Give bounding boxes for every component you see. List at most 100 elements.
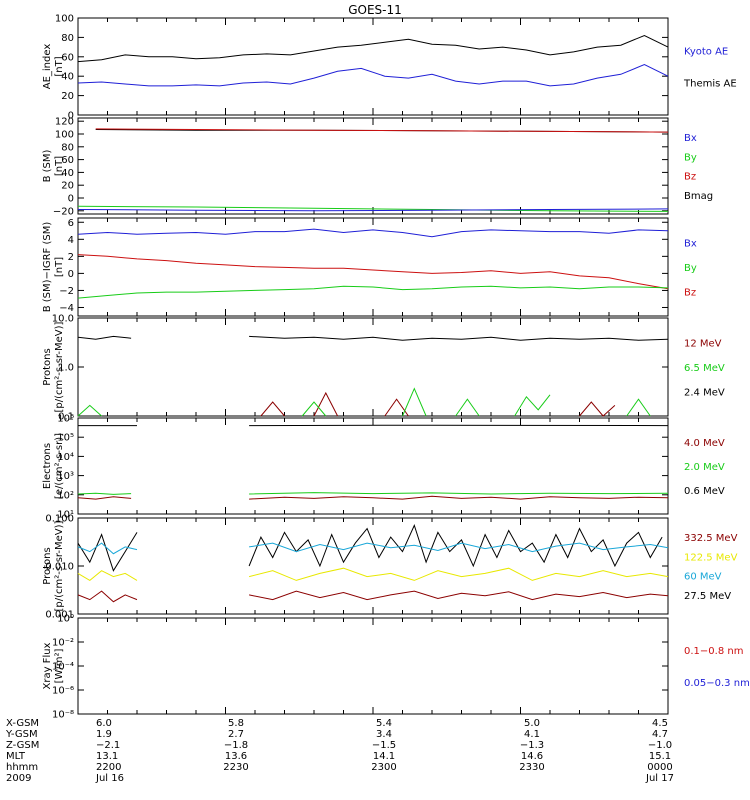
footer-cell: 3.4	[376, 729, 392, 740]
panel-5: 10¹ 10² 10³ 10⁴ 10⁵ 10⁶ Electrons [e/(cm²-s-sr)…	[42, 414, 725, 521]
series-line-6-5-mev	[626, 398, 651, 417]
y-tick-label: 10.0	[52, 314, 74, 325]
legend-entry: 6.5 MeV	[684, 363, 725, 374]
y-axis-label: B (SM)−IGRF (SM)	[42, 222, 53, 313]
y-tick-label: 10⁶	[57, 414, 74, 425]
footer-cell: 13.1	[96, 751, 118, 762]
footer-cell: 1.9	[96, 729, 112, 740]
y-tick-label: 10⁻⁴	[52, 662, 74, 673]
y-tick-label: 0.1	[58, 412, 74, 423]
footer-cell: 2200	[96, 762, 121, 773]
footer-cell: Jul 17	[645, 773, 674, 784]
footer-cell: 4.1	[524, 729, 540, 740]
y-axis-label: AE_index	[42, 44, 53, 90]
legend-entry: 60 MeV	[684, 572, 722, 583]
series-line-60-mev	[249, 542, 669, 553]
legend-entry: By	[684, 152, 697, 163]
panel-frame	[77, 517, 669, 615]
legend-entry: 0.6 MeV	[684, 486, 725, 497]
series-line-60-mev	[77, 542, 138, 555]
footer-cell: 6.0	[96, 718, 112, 729]
y-tick-label: 80	[61, 142, 74, 153]
panel-4: 0.1 1.0 10.0 Protons [p/(cm²-s-sr-MeV)] 12 Me…	[42, 314, 725, 423]
footer-row-label: Z-GSM	[6, 740, 39, 751]
series-line-6-5-mev	[402, 387, 427, 417]
panel-frame	[77, 317, 669, 417]
y-tick-label: 4	[68, 235, 74, 246]
footer-cell: 2330	[519, 762, 544, 773]
panel-7: 10⁻⁸ 10⁻⁶ 10⁻⁴ 10⁻² 10⁰ Xray Flux [W/m²] 0.1−0.…	[42, 614, 750, 721]
legend-entry: Bz	[684, 288, 696, 299]
y-tick-label: 10⁵	[57, 433, 74, 444]
footer-cell: 14.6	[521, 751, 543, 762]
legend-entry: Kyoto AE	[684, 46, 728, 57]
footer-row-label: 2009	[6, 773, 31, 784]
panel-frame	[77, 417, 669, 515]
y-axis-label: Electrons	[42, 443, 53, 489]
series-line-122-5-mev	[248, 567, 669, 581]
y-axis-label: [e/(cm²-s-sr)]	[54, 433, 65, 499]
series-line-27-5-mev	[248, 524, 663, 568]
series-line-2-4-mev	[249, 335, 669, 341]
legend-entry: Bx	[684, 239, 697, 250]
footer-cell: 5.4	[376, 718, 392, 729]
footer-cell: 14.1	[373, 751, 395, 762]
series-line-6-5-mev	[301, 401, 327, 417]
y-tick-label: 10⁰	[57, 614, 74, 625]
legend-entry: Themis AE	[683, 79, 737, 90]
legend-entry: 2.4 MeV	[684, 388, 725, 399]
y-axis-label: [p/(cm²-s-sr-MeV)]	[54, 321, 65, 412]
footer-row-label: Y-GSM	[5, 729, 38, 740]
series-line-by	[77, 285, 669, 299]
footer-cell: 4.7	[652, 729, 668, 740]
y-tick-label: 10⁻⁶	[52, 686, 74, 697]
legend-entry: 0.05−0.3 nm	[684, 678, 750, 689]
y-tick-label: −2	[59, 286, 74, 297]
footer-table: X-GSM 6.0 5.8 5.4 5.0 4.5 Y-GSM 1.9 2.7 3.4 4.1 4.7…	[5, 718, 674, 784]
y-tick-label: 0.001	[45, 610, 74, 621]
legend-entry: Bx	[684, 133, 697, 144]
footer-cell: Jul 16	[95, 773, 124, 784]
y-axis-label: [nT]	[54, 257, 65, 277]
legend-entry: 332.5 MeV	[684, 533, 738, 544]
y-axis-label: B (SM)	[42, 149, 53, 182]
series-line-332-5-mev	[77, 590, 138, 603]
y-tick-label: 10³	[57, 471, 74, 482]
series-line-kyoto-ae	[77, 34, 669, 63]
series-line-4-0-mev	[249, 495, 669, 500]
y-tick-label: 20	[61, 181, 74, 192]
footer-cell: 5.0	[524, 718, 540, 729]
y-tick-label: 10⁻²	[52, 638, 74, 649]
y-tick-label: 0.010	[45, 562, 74, 573]
series-line-2-4-mev	[77, 335, 132, 340]
legend-entry: 2.0 MeV	[684, 462, 725, 473]
footer-cell: −1.0	[648, 740, 672, 751]
series-line-bz	[77, 254, 669, 290]
legend-entry: Bmag	[684, 191, 713, 202]
panel-6: 0.001 0.010 0.100 Protons [p/(cm²-s-sr-MeV)]…	[42, 514, 738, 621]
footer-row-label: hhmm	[6, 762, 38, 773]
y-tick-label: 60	[61, 52, 74, 63]
footer-cell: 2300	[371, 762, 396, 773]
y-tick-label: 120	[55, 117, 74, 128]
y-tick-label: 0	[68, 269, 74, 280]
footer-cell: 5.8	[228, 718, 244, 729]
legend-entry: 12 MeV	[684, 339, 722, 350]
panel-1: 0 20 40 60 80 100 AE_index [nT] Kyoto AE Themis A…	[42, 14, 737, 122]
series-line-bx	[77, 208, 669, 212]
panel-3: −4 −2 0 2 4 6 B (SM)−IGRF (SM) [nT] Bx By Bz	[42, 217, 697, 317]
y-tick-label: 2	[68, 252, 74, 263]
panel-frame	[77, 117, 669, 215]
legend-entry: By	[684, 263, 697, 274]
y-axis-label: [nT]	[54, 156, 65, 176]
series-line-2-0-mev	[249, 492, 669, 495]
y-axis-label: Xray Flux	[42, 642, 53, 689]
series-line-6-5-mev	[514, 394, 551, 417]
series-line-12-mev	[384, 398, 409, 417]
series-line-332-5-mev	[249, 590, 669, 601]
footer-row-label: X-GSM	[6, 718, 39, 729]
series-line-bx	[77, 228, 669, 238]
series-line-2-0-mev	[77, 492, 132, 495]
